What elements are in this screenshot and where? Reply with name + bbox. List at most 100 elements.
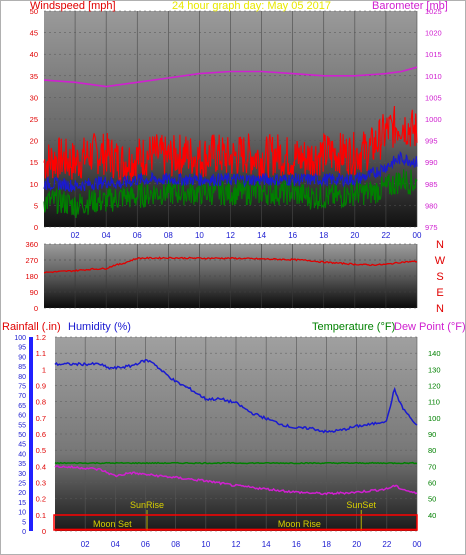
wind-tick-label: 25 — [30, 115, 38, 124]
barometer-axis-title: Barometer [mb] — [372, 0, 448, 12]
temperature-axis-title: Temperature (°F) — [312, 321, 395, 333]
hour-tick-label: 14 — [262, 540, 271, 549]
humidity-tick-label: 80 — [18, 374, 26, 381]
rain-tick-label: 0.3 — [36, 479, 46, 488]
rain-axis-title: Rainfall (.in) — [2, 321, 61, 333]
temperature-axis-ticks: 40 50 60 70 80 90 100 110 120 130 140 — [428, 349, 441, 520]
humidity-axis-ticks: 0 5 10 15 20 25 30 35 40 45 50 55 60 65 70 75 80 85 90 95 10… — [14, 335, 26, 536]
rain-humidity-temperature-panel: SunRise SunSet Moon Set Moon Rise 0 0.1 0.2 0.… — [2, 321, 466, 549]
rain-axis-ticks: 0 0.1 0.2 0.3 0.4 0.5 0.6 0.7 0.8 0.9 1 1.1 1.2 — [36, 333, 46, 536]
rain-tick-label: 1.1 — [36, 349, 46, 358]
wind-axis-ticks: 0 5 10 15 20 25 30 35 40 45 50 — [30, 7, 38, 232]
hour-tick-label: 04 — [111, 540, 120, 549]
astro-annotations: SunRise SunSet Moon Set Moon Rise — [93, 500, 376, 531]
temperature-tick-label: 40 — [428, 511, 436, 520]
direction-axis-ticks: 0 90 180 270 360 — [25, 240, 38, 313]
humidity-tick-label: 75 — [18, 384, 26, 391]
direction-tick-label: 180 — [25, 272, 38, 281]
humidity-tick-label: 15 — [18, 500, 26, 507]
rain-tick-label: 0.6 — [36, 430, 46, 439]
humidity-tick-label: 60 — [18, 413, 26, 420]
barometer-tick-label: 1025 — [425, 7, 442, 16]
wind-avg-line — [43, 151, 418, 193]
wind-tick-label: 35 — [30, 72, 38, 81]
rain-tick-label: 0 — [42, 527, 46, 536]
barometer-tick-label: 1005 — [425, 93, 442, 102]
hour-tick-label: 10 — [201, 540, 210, 549]
temperature-tick-label: 130 — [428, 365, 441, 374]
rain-tick-label: 0.2 — [36, 495, 46, 504]
hour-tick-label: 12 — [226, 231, 235, 240]
humidity-tick-label: 30 — [18, 471, 26, 478]
hour-tick-label: 18 — [322, 540, 331, 549]
dewpoint-axis-title: Dew Point (°F) — [394, 321, 466, 333]
rain-tick-label: 0.7 — [36, 414, 46, 423]
humidity-tick-label: 35 — [18, 461, 26, 468]
humidity-tick-label: 25 — [18, 481, 26, 488]
temperature-tick-label: 50 — [428, 495, 436, 504]
hour-tick-label: 16 — [292, 540, 301, 549]
dewpoint-line — [54, 465, 418, 496]
compass-label: S — [436, 271, 443, 283]
hour-tick-label: 22 — [382, 540, 391, 549]
temperature-tick-label: 90 — [428, 430, 436, 439]
wind-tick-label: 45 — [30, 29, 38, 38]
temperature-tick-label: 140 — [428, 349, 441, 358]
astro-label: Moon Set — [93, 519, 132, 529]
temperature-tick-label: 60 — [428, 479, 436, 488]
barometer-tick-label: 1010 — [425, 72, 442, 81]
wind-tick-label: 15 — [30, 158, 38, 167]
humidity-tick-label: 70 — [18, 393, 26, 400]
hour-tick-label: 02 — [81, 540, 90, 549]
humidity-tick-label: 65 — [18, 403, 26, 410]
hour-tick-label: 22 — [381, 231, 390, 240]
temperature-tick-label: 120 — [428, 382, 441, 391]
temperature-tick-label: 110 — [428, 398, 440, 407]
compass-label: N — [436, 303, 444, 315]
wind-tick-label: 10 — [30, 180, 38, 189]
hour-tick-label: 10 — [195, 231, 204, 240]
rain-tick-label: 0.9 — [36, 382, 46, 391]
wind-series-group — [43, 66, 418, 219]
rain-tick-label: 0.5 — [36, 446, 46, 455]
wind-tick-label: 40 — [30, 50, 38, 59]
barometer-tick-label: 995 — [425, 137, 438, 146]
humidity-tick-label: 55 — [18, 422, 26, 429]
wind-tick-label: 5 — [34, 201, 38, 210]
barometer-tick-label: 980 — [425, 201, 438, 210]
barometer-tick-label: 985 — [425, 180, 438, 189]
wind-tick-label: 30 — [30, 93, 38, 102]
lower-grid — [55, 336, 418, 532]
barometer-tick-label: 990 — [425, 158, 438, 167]
direction-tick-label: 0 — [34, 304, 38, 313]
barometer-line — [43, 66, 418, 88]
hour-tick-label: 08 — [171, 540, 180, 549]
rain-tick-label: 1.2 — [36, 333, 46, 342]
lower-x-axis-ticks: 02 04 06 08 10 12 14 16 18 20 22 00 — [81, 540, 422, 549]
rain-tick-label: 0.4 — [36, 462, 46, 471]
chart-title: 24 hour graph day: May 05 2017 — [172, 0, 331, 12]
wind-gust-line — [43, 105, 418, 183]
wind-tick-label: 20 — [30, 137, 38, 146]
hour-tick-label: 06 — [133, 231, 142, 240]
wind-low-line — [43, 169, 418, 219]
rain-tick-label: 0.8 — [36, 398, 46, 407]
humidity-tick-label: 20 — [18, 490, 26, 497]
hour-tick-label: 00 — [413, 540, 422, 549]
humidity-tick-label: 85 — [18, 364, 26, 371]
hour-tick-label: 16 — [288, 231, 297, 240]
temperature-tick-label: 70 — [428, 462, 436, 471]
astro-label: SunSet — [346, 500, 376, 510]
humidity-tick-label: 90 — [18, 354, 26, 361]
barometer-tick-label: 1015 — [425, 50, 442, 59]
barometer-tick-label: 1000 — [425, 115, 442, 124]
rain-tick-label: 0.1 — [36, 511, 46, 520]
rain-tick-label: 1 — [42, 365, 46, 374]
hour-tick-label: 00 — [413, 231, 422, 240]
hour-tick-label: 08 — [164, 231, 173, 240]
wind-direction-line — [43, 256, 418, 274]
